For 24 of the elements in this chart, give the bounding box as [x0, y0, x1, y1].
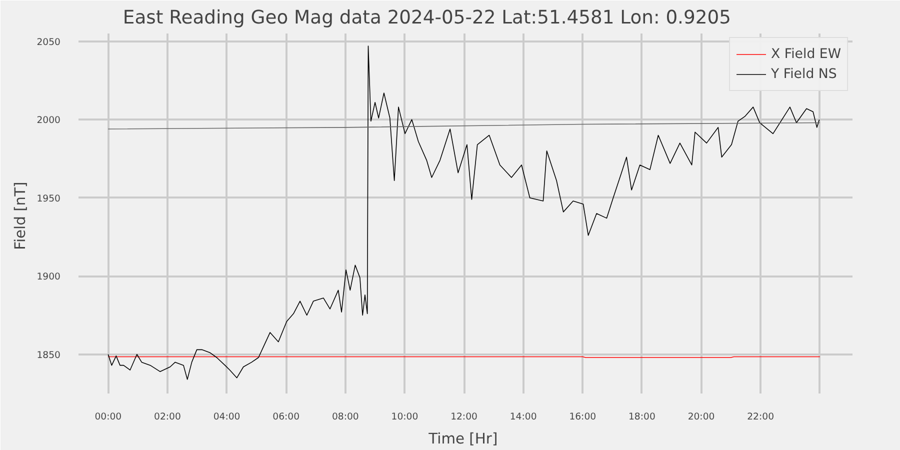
x-tick-label: 08:00	[332, 412, 359, 422]
y-tick-label: 2000	[36, 115, 61, 126]
x-tick-label: 10:00	[391, 412, 418, 422]
line-series	[108, 46, 820, 380]
chart-title: East Reading Geo Mag data 2024-05-22 Lat:51.4581 Lon: 0.9205	[122, 8, 731, 28]
x-tick-label: 22:00	[747, 412, 774, 422]
y-tick-label: 2050	[36, 36, 61, 48]
x-tick-label: 06:00	[272, 412, 300, 422]
x-axis-title: Time [Hr]	[428, 430, 498, 448]
x-tick-label: 14:00	[510, 412, 537, 422]
line-series	[108, 122, 820, 130]
legend-label: Y Field NS	[771, 66, 837, 82]
y-tick-label: 1950	[36, 193, 61, 204]
x-tick-label: 02:00	[154, 412, 181, 422]
legend-label: X Field EW	[771, 46, 841, 62]
x-tick-label: 18:00	[628, 412, 656, 422]
x-tick-label: 04:00	[213, 412, 240, 422]
x-tick-label: 12:00	[450, 412, 478, 422]
x-tick-label: 00:00	[94, 412, 122, 422]
x-tick-label: 20:00	[688, 412, 715, 422]
y-axis-title: Field [nT]	[12, 182, 29, 250]
y-tick-label: 1850	[36, 350, 61, 361]
y-tick-label: 1900	[36, 272, 61, 283]
x-tick-label: 16:00	[569, 412, 596, 422]
